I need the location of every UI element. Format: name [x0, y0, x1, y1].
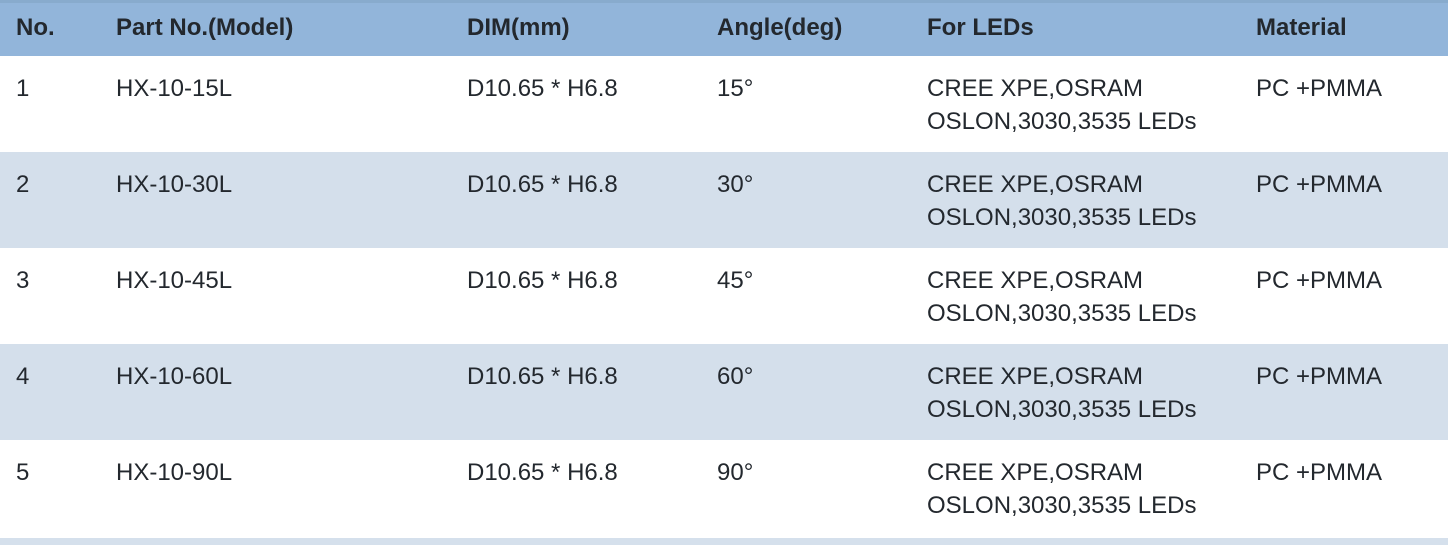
- cell-dim: D10.65 * H6.8: [467, 75, 618, 102]
- cell-angle: 90°: [717, 459, 754, 486]
- column-header-dim: DIM(mm): [467, 14, 570, 41]
- cell-leds-line: CREE XPE,OSRAM: [927, 75, 1144, 102]
- cell-no: 5: [16, 459, 30, 486]
- cell-leds-line: OSLON,3030,3535 LEDs: [927, 204, 1197, 231]
- header-row: No. Part No.(Model) DIM(mm) Angle(deg) For L…: [0, 0, 1448, 56]
- column-header-leds: For LEDs: [927, 14, 1034, 41]
- cell-angle: 15°: [717, 75, 754, 102]
- cell-leds-line: OSLON,3030,3535 LEDs: [927, 108, 1197, 135]
- cell-no: 4: [16, 363, 30, 390]
- cell-material: PC +PMMA: [1256, 171, 1383, 198]
- cell-part: HX-10-15L: [116, 75, 233, 102]
- cell-dim: D10.65 * H6.8: [467, 267, 618, 294]
- cell-part: HX-10-60L: [116, 363, 233, 390]
- cell-leds-line: OSLON,3030,3535 LEDs: [927, 396, 1197, 423]
- cell-dim: D10.65 * H6.8: [467, 363, 618, 390]
- cell-leds-line: OSLON,3030,3535 LEDs: [927, 300, 1197, 327]
- table-row: 1 HX-10-15L D10.65 * H6.8 15° CREE XPE,OSRAM…: [0, 56, 1448, 152]
- cell-no: 3: [16, 267, 30, 294]
- cell-part: HX-10-90L: [116, 459, 233, 486]
- column-header-material: Material: [1256, 14, 1347, 41]
- cell-angle: 60°: [717, 363, 754, 390]
- column-header-angle: Angle(deg): [717, 14, 843, 41]
- table-header: No. Part No.(Model) DIM(mm) Angle(deg) For L…: [0, 0, 1448, 56]
- cell-material: PC +PMMA: [1256, 75, 1383, 102]
- cell-part: HX-10-45L: [116, 267, 233, 294]
- cell-leds-line: CREE XPE,OSRAM: [927, 459, 1144, 486]
- cell-dim: D10.65 * H6.8: [467, 171, 618, 198]
- cell-leds-line: OSLON,3030,3535 LEDs: [927, 492, 1197, 519]
- cell-leds: CREE XPE,OSRAM OSLON,3030,3535 LEDs: [911, 152, 1240, 248]
- cell-part: HX-10-30L: [116, 171, 233, 198]
- column-header-part: Part No.(Model): [116, 14, 294, 41]
- table-row: 4 HX-10-60L D10.65 * H6.8 60° CREE XPE,OSRAM…: [0, 344, 1448, 440]
- cell-leds-line: CREE XPE,OSRAM: [927, 171, 1144, 198]
- cell-leds: CREE XPE,OSRAM OSLON,3030,3535 LEDs: [911, 344, 1240, 440]
- cell-leds: CREE XPE,OSRAM OSLON,3030,3535 LEDs: [911, 440, 1240, 536]
- table-body: 1 HX-10-15L D10.65 * H6.8 15° CREE XPE,OSRAM…: [0, 56, 1448, 536]
- column-header-no: No.: [16, 14, 55, 41]
- cell-material: PC +PMMA: [1256, 459, 1383, 486]
- cell-no: 1: [16, 75, 30, 102]
- cell-material: PC +PMMA: [1256, 267, 1383, 294]
- table-row: 3 HX-10-45L D10.65 * H6.8 45° CREE XPE,OSRAM…: [0, 248, 1448, 344]
- cell-angle: 30°: [717, 171, 754, 198]
- cell-leds: CREE XPE,OSRAM OSLON,3030,3535 LEDs: [911, 56, 1240, 152]
- next-row-edge: [0, 538, 1448, 545]
- table-row: 5 HX-10-90L D10.65 * H6.8 90° CREE XPE,OSRAM…: [0, 440, 1448, 536]
- cell-angle: 45°: [717, 267, 754, 294]
- cell-no: 2: [16, 171, 30, 198]
- cell-material: PC +PMMA: [1256, 363, 1383, 390]
- cell-leds: CREE XPE,OSRAM OSLON,3030,3535 LEDs: [911, 248, 1240, 344]
- cell-dim: D10.65 * H6.8: [467, 459, 618, 486]
- cell-leds-line: CREE XPE,OSRAM: [927, 363, 1144, 390]
- cell-leds-line: CREE XPE,OSRAM: [927, 267, 1144, 294]
- table-row: 2 HX-10-30L D10.65 * H6.8 30° CREE XPE,OSRAM…: [0, 152, 1448, 248]
